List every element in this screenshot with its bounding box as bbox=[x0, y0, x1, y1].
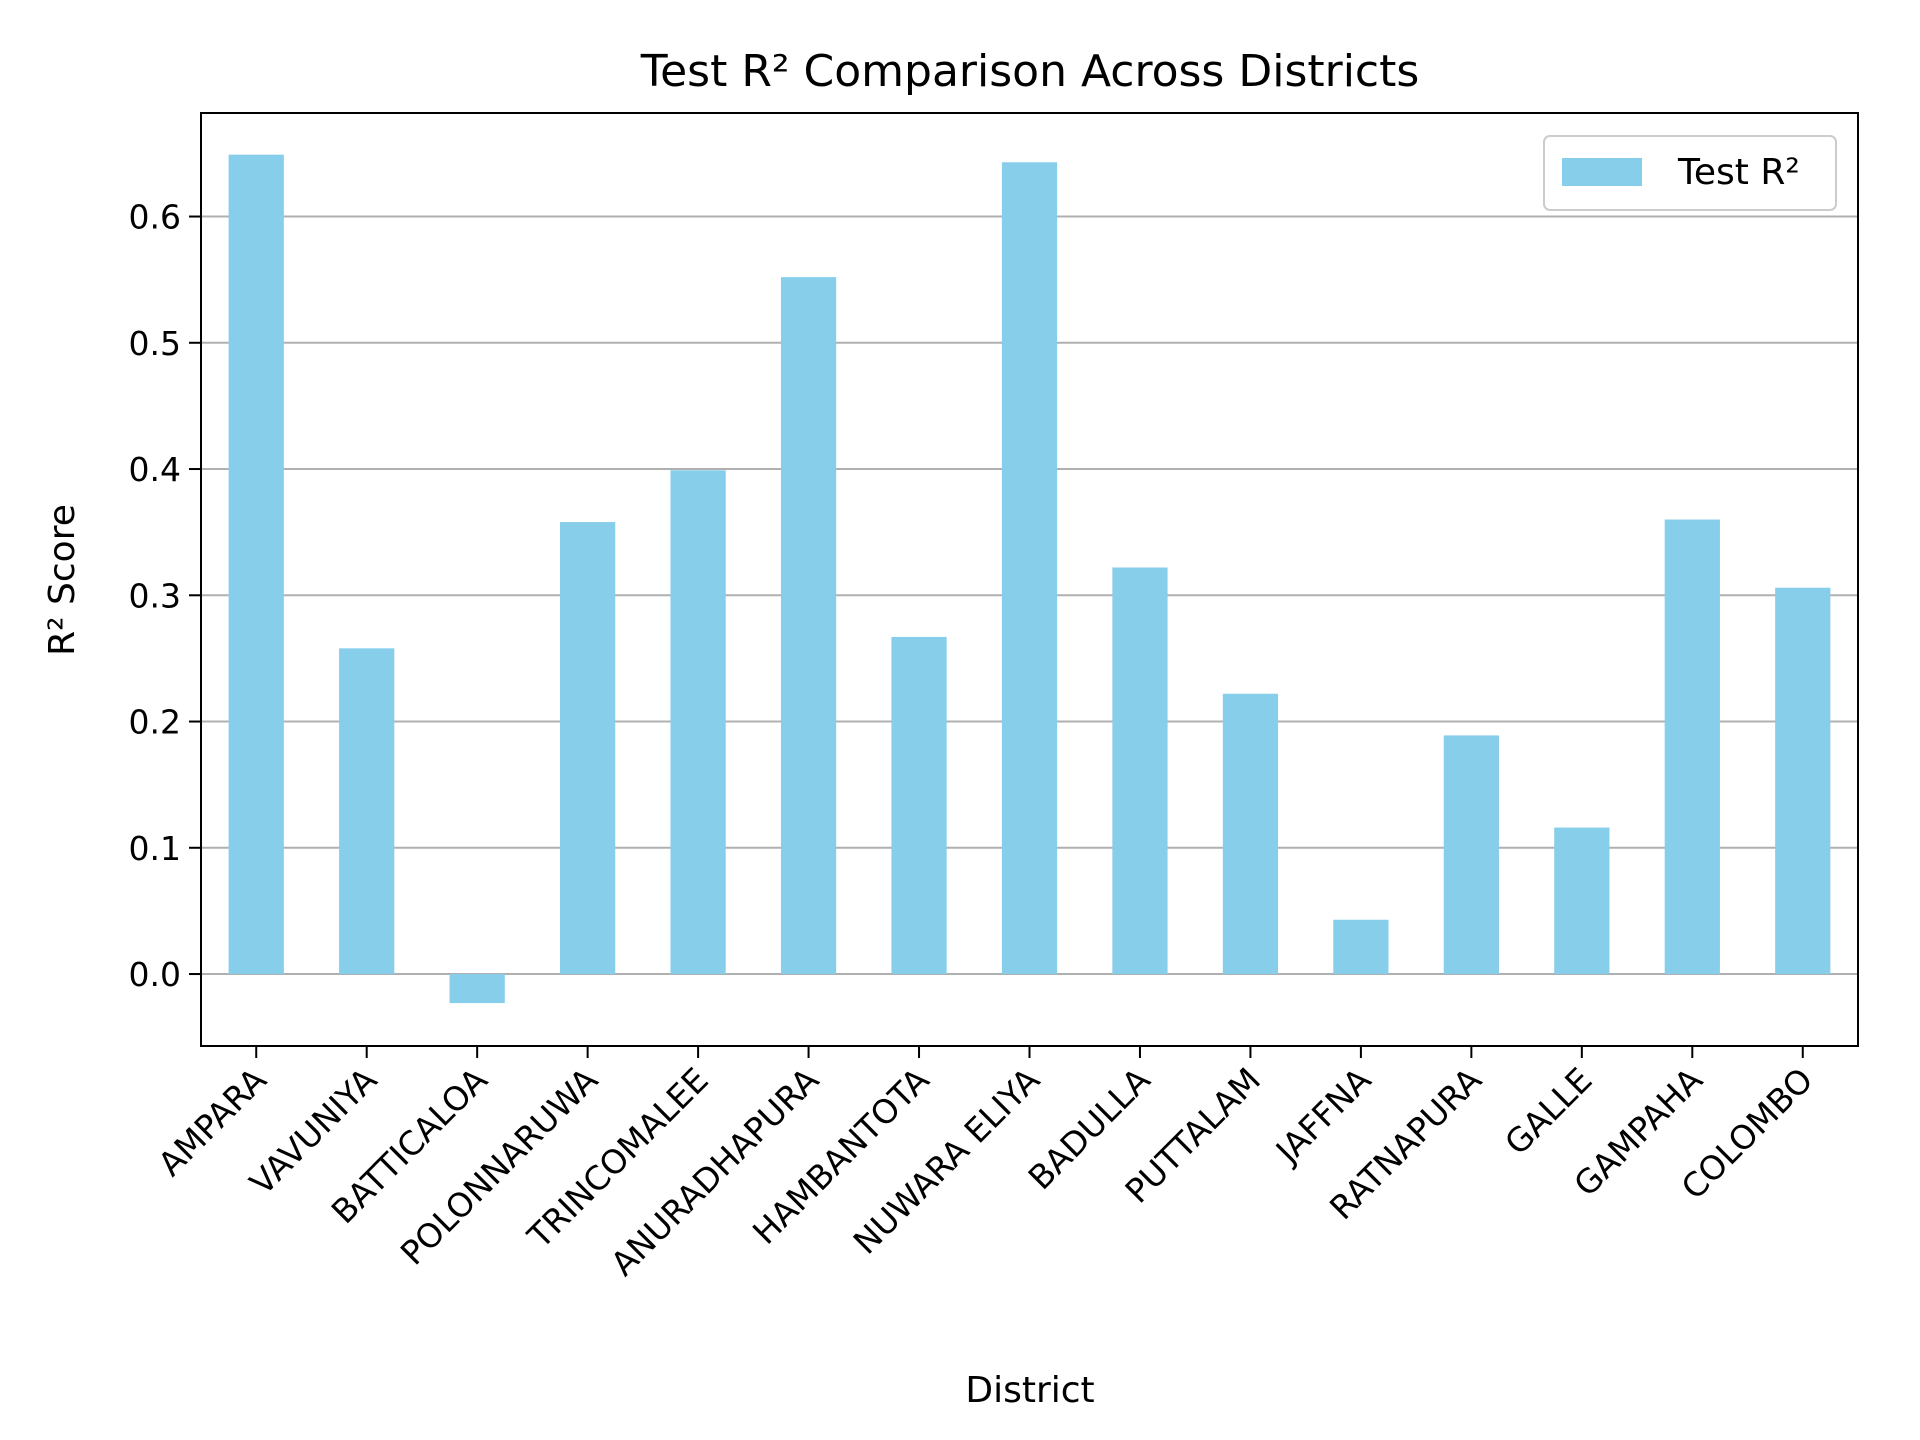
legend: Test R² bbox=[1543, 135, 1837, 211]
x-tick-label: JAFFNA bbox=[1267, 1060, 1379, 1172]
bar-polonnaruwa bbox=[560, 522, 616, 975]
y-tick-label: 0.2 bbox=[129, 703, 181, 742]
y-tick-label: 0.5 bbox=[129, 324, 181, 363]
x-tick-label: ANURADHAPURA bbox=[603, 1060, 826, 1283]
x-axis-ticks: AMPARAVAVUNIYABATTICALOAPOLONNARUWATRINC… bbox=[150, 1046, 1820, 1283]
bars bbox=[228, 154, 1831, 1004]
x-tick-label: GALLE bbox=[1497, 1060, 1599, 1162]
y-axis-label: R² Score bbox=[42, 504, 83, 656]
y-axis-ticks: 0.0 0.1 0.2 0.3 0.4 0.5 0.6 bbox=[129, 198, 201, 994]
bar-ampara bbox=[228, 154, 284, 975]
x-tick-label: POLONNARUWA bbox=[393, 1060, 606, 1273]
bar-badulla bbox=[1112, 567, 1168, 975]
legend-swatch bbox=[1562, 158, 1642, 186]
bar-galle bbox=[1554, 827, 1610, 975]
legend-frame bbox=[1543, 135, 1837, 211]
legend-label: Test R² bbox=[1677, 152, 1800, 193]
x-tick-label: NUWARA ELIYA bbox=[846, 1060, 1048, 1262]
y-tick-label: 0.0 bbox=[129, 955, 181, 994]
chart-title: Test R² Comparison Across Districts bbox=[640, 46, 1420, 97]
bar-vavuniya bbox=[339, 648, 395, 975]
y-tick-label: 0.1 bbox=[129, 829, 181, 868]
y-tick-label: 0.3 bbox=[129, 576, 181, 615]
bar-batticaloa bbox=[449, 974, 505, 1004]
y-tick-label: 0.4 bbox=[129, 450, 181, 489]
y-tick-label: 0.6 bbox=[129, 198, 181, 237]
bar-nuwara-eliya bbox=[1001, 162, 1058, 975]
bar-hambantota bbox=[891, 636, 947, 975]
x-axis-label: District bbox=[965, 1370, 1094, 1411]
bar-colombo bbox=[1775, 587, 1831, 975]
bar-anuradhapura bbox=[780, 277, 837, 975]
bar-puttalam bbox=[1222, 693, 1279, 975]
bar-gampaha bbox=[1664, 519, 1720, 975]
bar-ratnapura bbox=[1443, 735, 1499, 975]
bar-trincomalee bbox=[670, 470, 726, 975]
bar-jaffna bbox=[1333, 919, 1389, 975]
